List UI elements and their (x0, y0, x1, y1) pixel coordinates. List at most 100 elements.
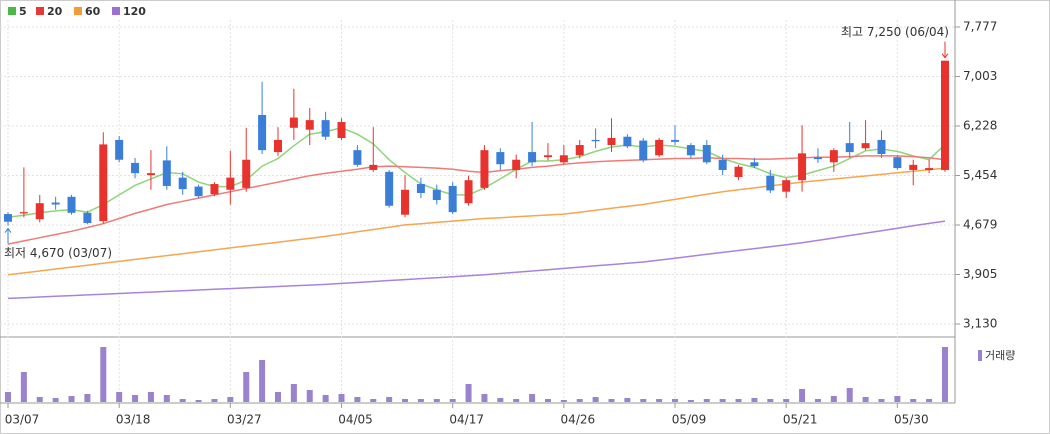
volume-bar (338, 394, 345, 402)
volume-bar (497, 398, 504, 402)
volume-bar (624, 398, 631, 402)
volume-bar (799, 389, 806, 402)
legend-label: 120 (123, 5, 146, 18)
candle-body (718, 159, 727, 170)
legend-swatch (978, 350, 982, 361)
candle-body (813, 157, 822, 160)
candle-body (51, 202, 60, 205)
volume-bar (36, 397, 43, 402)
volume-bar (68, 396, 75, 402)
ma-line (7, 155, 946, 245)
x-tick-label: 05/30 (894, 413, 929, 427)
candle-body (353, 150, 362, 165)
x-tick-label: 04/17 (449, 413, 484, 427)
volume-bar (529, 394, 536, 402)
volume-bar (449, 399, 456, 402)
volume-bar (719, 399, 726, 402)
candle-body (941, 60, 949, 170)
candle-body (496, 152, 505, 165)
candle-body (162, 160, 171, 186)
candle-body (734, 166, 743, 178)
x-tick-label: 03/07 (5, 413, 40, 427)
volume-bar (560, 400, 567, 402)
volume-bar (656, 399, 663, 402)
volume-bar (227, 397, 234, 402)
volume-bar (814, 399, 821, 402)
volume-bar (465, 384, 472, 402)
candle-body (702, 145, 711, 163)
legend-swatch (8, 7, 16, 15)
volume-bar (52, 398, 59, 402)
candle-body (909, 164, 918, 170)
candle-body (369, 164, 378, 170)
candle-body (19, 212, 28, 214)
candle-body (559, 155, 568, 163)
volume-bar (259, 360, 266, 402)
volume-bar (751, 398, 758, 402)
volume-bar (862, 397, 869, 402)
y-tick-label: 3,130 (963, 317, 997, 331)
volume-bar (942, 347, 948, 402)
candle-body (893, 157, 902, 169)
candle-body (35, 203, 44, 220)
candle-body (877, 139, 886, 154)
candle-body (591, 139, 600, 142)
volume-bar (481, 394, 488, 402)
volume-bar (910, 399, 917, 402)
volume-bar (147, 392, 154, 402)
candle-body (528, 152, 537, 163)
candle-body (242, 159, 251, 188)
x-tick-label: 03/27 (227, 413, 262, 427)
candle-body (99, 144, 108, 222)
candle-body (671, 139, 680, 142)
volume-bar (195, 400, 202, 402)
volume-bar (640, 399, 647, 402)
volume-bar (926, 399, 933, 402)
legend-swatch (112, 7, 120, 15)
candle-body (575, 145, 584, 156)
y-tick-label: 3,905 (963, 267, 997, 281)
candle-body (480, 150, 489, 188)
x-tick-label: 05/21 (783, 413, 818, 427)
volume-bar (830, 396, 837, 402)
candle-body (226, 177, 235, 190)
candle-body (607, 138, 616, 146)
candle-body (655, 139, 664, 156)
high-arrow (941, 41, 949, 59)
volume-bar (767, 399, 774, 402)
volume-bar (132, 395, 139, 402)
volume-bar (576, 399, 583, 402)
candle-body (273, 139, 282, 153)
candle-body (750, 162, 759, 167)
candle-body (258, 115, 267, 151)
candle-body (432, 189, 441, 201)
candle-body (210, 184, 219, 195)
y-tick-label: 7,777 (963, 20, 997, 34)
legend-label: 20 (47, 5, 63, 18)
volume-bar (116, 392, 123, 402)
low-arrow (4, 227, 12, 244)
y-tick-label: 7,003 (963, 69, 997, 83)
volume-bar (894, 396, 901, 402)
volume-bar (703, 399, 710, 402)
candle-body (512, 159, 521, 170)
volume-bar (274, 392, 281, 402)
volume-bar (592, 397, 599, 402)
volume-bar (20, 372, 27, 402)
volume-bar (672, 399, 679, 402)
candle-body (861, 143, 870, 149)
high-annotation: 최고 7,250 (06/04) (841, 25, 949, 39)
y-tick-label: 5,454 (963, 168, 997, 182)
x-tick-label: 04/26 (561, 413, 596, 427)
candle-body (385, 171, 394, 206)
volume-bar (433, 399, 440, 402)
candle-body (829, 150, 838, 163)
candle-body (115, 139, 124, 160)
volume-bar (100, 347, 107, 402)
volume-bar (354, 397, 361, 402)
candle-body (766, 175, 775, 191)
legend-label: 60 (85, 5, 101, 18)
volume-bar (322, 395, 329, 402)
candle-body (686, 145, 695, 156)
